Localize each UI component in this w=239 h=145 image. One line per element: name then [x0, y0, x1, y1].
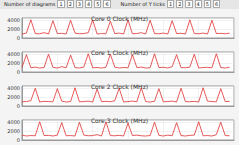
- html-text:1: 1: [59, 1, 63, 7]
- html-text:2: 2: [68, 1, 72, 7]
- html-text:3: 3: [77, 1, 81, 7]
- svg-text:4000: 4000: [7, 17, 20, 23]
- svg-text:0: 0: [17, 69, 20, 75]
- html-text:1: 1: [168, 1, 173, 7]
- html-text:3: 3: [187, 1, 191, 7]
- html-text:4: 4: [87, 1, 91, 7]
- svg-text:2000: 2000: [7, 94, 20, 100]
- html-text:2: 2: [178, 1, 182, 7]
- svg-text:Core 2 Clock (MHz): Core 2 Clock (MHz): [91, 83, 148, 90]
- svg-text:Core 1 Clock (MHz): Core 1 Clock (MHz): [91, 49, 148, 56]
- svg-text:4000: 4000: [7, 119, 20, 125]
- svg-text:4000: 4000: [7, 51, 20, 57]
- html-text:4: 4: [196, 1, 200, 7]
- html-text:5: 5: [205, 1, 209, 7]
- svg-text:0: 0: [17, 103, 20, 109]
- html-text:6: 6: [105, 1, 109, 7]
- html-text:6: 6: [214, 1, 219, 7]
- html-text:5: 5: [96, 1, 100, 7]
- svg-text:0: 0: [17, 137, 20, 143]
- svg-text:2000: 2000: [7, 128, 20, 134]
- svg-text:0: 0: [17, 35, 20, 41]
- svg-text:2000: 2000: [7, 60, 20, 66]
- svg-text:2000: 2000: [7, 26, 20, 32]
- svg-text:Core 3 Clock (MHz): Core 3 Clock (MHz): [91, 117, 148, 124]
- html-text:Number of diagrams: Number of diagrams: [4, 1, 56, 7]
- html-text:Number of Y ticks: Number of Y ticks: [120, 1, 165, 7]
- svg-text:Core 0 Clock (MHz): Core 0 Clock (MHz): [91, 15, 148, 22]
- svg-text:4000: 4000: [7, 85, 20, 91]
